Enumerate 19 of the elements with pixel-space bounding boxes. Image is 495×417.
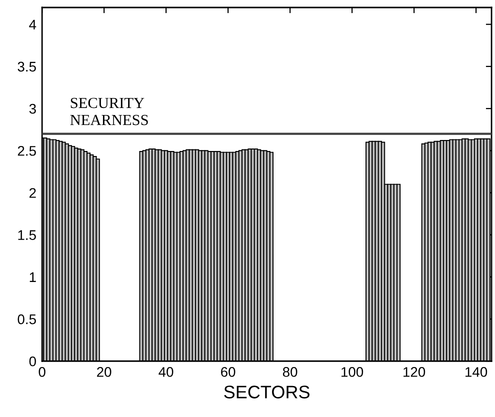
y-tick-label: 2 — [29, 188, 36, 198]
x-tick-label: 120 — [404, 367, 426, 377]
y-tick-label: 1.5 — [18, 230, 36, 240]
y-tick-label: 3.5 — [18, 62, 36, 72]
x-axis-title: SECTORS — [224, 386, 310, 398]
y-tick-label: 2.5 — [18, 146, 36, 156]
x-tick-label: 140 — [466, 367, 488, 377]
x-tick-label: 80 — [282, 367, 298, 377]
ref-line-label: SECURITY NEARNESS — [70, 98, 148, 126]
y-tick-label: 0 — [29, 356, 36, 366]
x-tick-label: 40 — [158, 367, 174, 377]
y-tick-label: 3 — [29, 104, 36, 114]
x-tick-label: 20 — [97, 367, 112, 377]
y-tick-label: 1 — [30, 272, 36, 282]
x-tick-label: 0 — [38, 367, 46, 377]
y-tick-label: 4 — [29, 20, 36, 30]
x-tick-label: 100 — [342, 367, 364, 377]
y-tick-label: 0.5 — [18, 314, 36, 324]
x-tick-label: 60 — [221, 367, 236, 377]
